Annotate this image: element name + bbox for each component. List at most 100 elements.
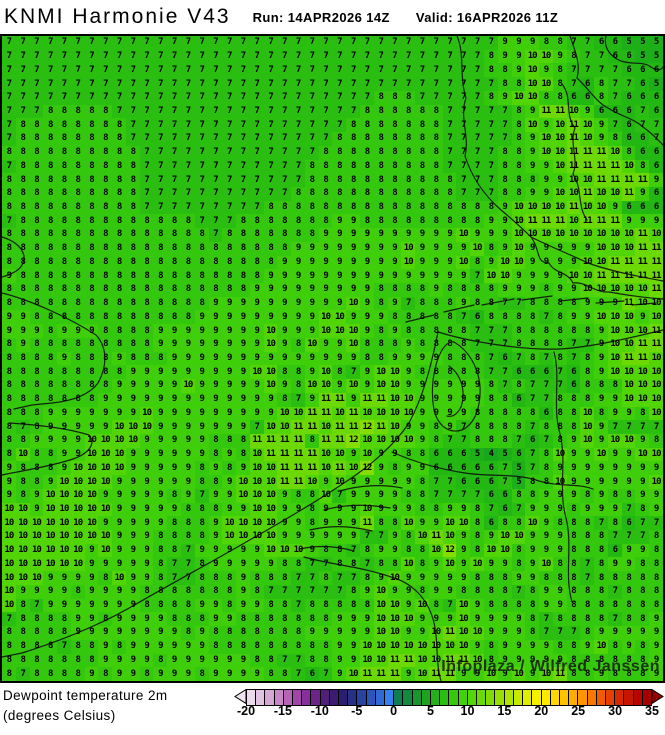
field-cell bbox=[346, 310, 361, 325]
field-cell bbox=[43, 159, 58, 174]
field-cell bbox=[525, 557, 540, 572]
field-cell bbox=[181, 406, 195, 421]
dewpoint-value: 8 bbox=[240, 613, 246, 624]
field-cell bbox=[2, 200, 16, 215]
field-cell bbox=[222, 516, 237, 531]
dewpoint-value: 7 bbox=[323, 78, 328, 89]
dewpoint-value: 8 bbox=[6, 407, 12, 418]
dewpoint-value: 11 bbox=[624, 174, 634, 185]
dewpoint-value: 8 bbox=[34, 421, 39, 432]
dewpoint-value: 8 bbox=[461, 202, 466, 213]
dewpoint-value: 9 bbox=[171, 476, 177, 487]
field-cell bbox=[497, 379, 512, 393]
field-cell bbox=[222, 365, 237, 380]
field-cell bbox=[236, 90, 250, 105]
field-cell bbox=[249, 324, 264, 338]
dewpoint-value: 10 bbox=[376, 654, 386, 665]
field-cell bbox=[318, 186, 333, 201]
field-cell bbox=[84, 420, 99, 434]
field-cell bbox=[594, 200, 608, 215]
dewpoint-value: 7 bbox=[474, 490, 480, 501]
field-cell bbox=[2, 406, 16, 421]
field-cell bbox=[43, 63, 58, 78]
dewpoint-value: 8 bbox=[34, 133, 39, 144]
dewpoint-value: 8 bbox=[640, 572, 645, 583]
field-cell bbox=[360, 36, 374, 50]
field-cell bbox=[263, 365, 278, 380]
field-cell bbox=[387, 626, 402, 640]
field-cell bbox=[222, 214, 237, 229]
dewpoint-value: 7 bbox=[433, 64, 439, 75]
field-cell bbox=[98, 186, 113, 201]
field-cell bbox=[401, 475, 416, 489]
field-cell bbox=[607, 530, 622, 544]
dewpoint-value: 8 bbox=[447, 311, 452, 322]
field-cell bbox=[2, 296, 16, 311]
dewpoint-value: 8 bbox=[502, 586, 507, 597]
field-cell bbox=[387, 145, 402, 160]
dewpoint-value: 9 bbox=[543, 517, 549, 528]
field-cell bbox=[649, 379, 663, 393]
dewpoint-value: 7 bbox=[295, 78, 301, 89]
field-cell bbox=[360, 214, 374, 229]
field-cell bbox=[566, 379, 581, 393]
field-cell bbox=[318, 241, 333, 256]
field-cell bbox=[456, 200, 471, 215]
dewpoint-value: 9 bbox=[364, 256, 370, 267]
field-cell bbox=[194, 475, 209, 489]
dewpoint-value: 9 bbox=[557, 256, 563, 267]
field-cell bbox=[552, 420, 567, 434]
dewpoint-value: 10 bbox=[266, 517, 276, 528]
field-cell bbox=[236, 36, 250, 50]
field-cell bbox=[566, 612, 581, 627]
dewpoint-value: 9 bbox=[323, 339, 328, 350]
field-cell bbox=[57, 241, 71, 256]
field-cell bbox=[483, 571, 498, 585]
dewpoint-value: 8 bbox=[61, 284, 67, 295]
dewpoint-value: 8 bbox=[89, 133, 94, 144]
field-cell bbox=[580, 530, 595, 544]
dewpoint-value: 9 bbox=[61, 586, 67, 597]
field-cell bbox=[249, 420, 264, 434]
dewpoint-value: 9 bbox=[34, 503, 39, 514]
field-cell bbox=[153, 104, 168, 119]
dewpoint-value: 8 bbox=[34, 394, 39, 405]
dewpoint-value: 8 bbox=[61, 174, 67, 185]
dewpoint-value: 8 bbox=[268, 256, 273, 267]
dewpoint-value: 11 bbox=[624, 298, 634, 309]
dewpoint-value: 6 bbox=[474, 462, 480, 473]
field-cell bbox=[70, 584, 85, 599]
field-cell bbox=[98, 557, 113, 572]
dewpoint-value: 7 bbox=[295, 654, 301, 665]
field-cell bbox=[497, 173, 512, 187]
dewpoint-value: 8 bbox=[516, 160, 521, 171]
dewpoint-value: 9 bbox=[392, 449, 397, 460]
field-cell bbox=[332, 639, 347, 654]
dewpoint-value: 9 bbox=[116, 600, 122, 611]
field-cell bbox=[98, 200, 113, 215]
dewpoint-value: 8 bbox=[89, 105, 94, 116]
dewpoint-value: 7 bbox=[571, 37, 576, 48]
dewpoint-value: 7 bbox=[75, 92, 81, 103]
dewpoint-value: 8 bbox=[640, 586, 645, 597]
field-cell bbox=[539, 530, 553, 544]
field-cell bbox=[84, 379, 99, 393]
dewpoint-value: 9 bbox=[516, 51, 521, 62]
dewpoint-value: 8 bbox=[185, 243, 191, 254]
dewpoint-value: 9 bbox=[158, 641, 163, 652]
dewpoint-value: 7 bbox=[185, 64, 191, 75]
field-cell bbox=[552, 667, 567, 681]
dewpoint-value: 8 bbox=[488, 284, 494, 295]
dewpoint-value: 8 bbox=[75, 339, 81, 350]
dewpoint-value: 11 bbox=[624, 188, 634, 199]
field-cell bbox=[139, 612, 154, 627]
field-cell bbox=[208, 488, 223, 503]
river-rhine bbox=[391, 451, 594, 490]
dewpoint-value: 8 bbox=[254, 613, 260, 624]
dewpoint-value: 9 bbox=[185, 490, 191, 501]
dewpoint-value: 8 bbox=[144, 229, 149, 240]
dewpoint-value: 9 bbox=[447, 503, 452, 514]
field-cell bbox=[497, 132, 512, 146]
dewpoint-value: 7 bbox=[282, 119, 287, 130]
dewpoint-value: 8 bbox=[213, 627, 218, 638]
